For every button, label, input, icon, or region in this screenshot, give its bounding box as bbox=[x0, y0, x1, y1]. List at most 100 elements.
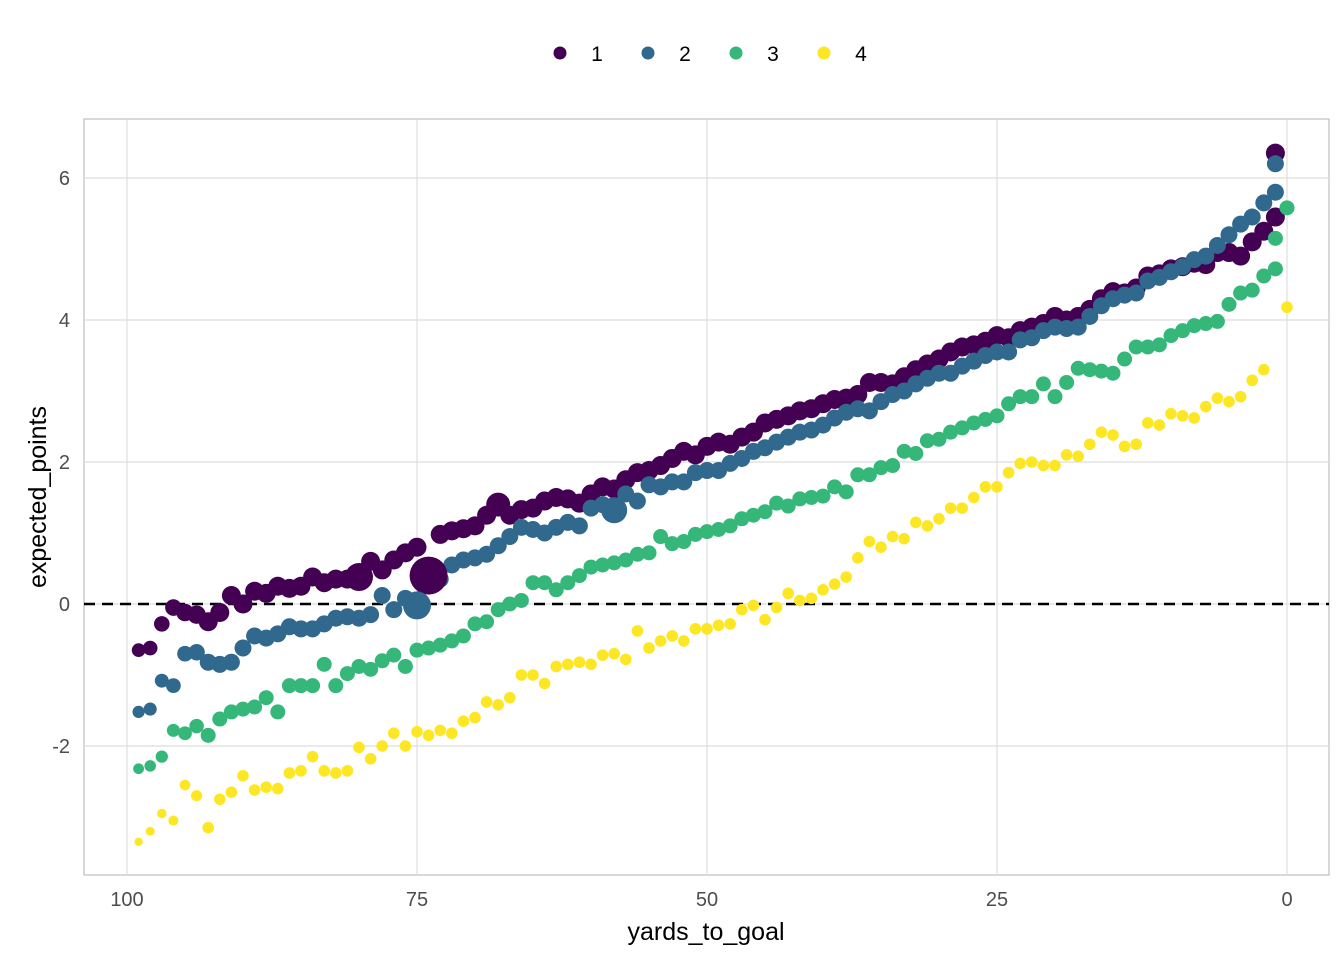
series-3-point bbox=[1198, 316, 1214, 332]
series-1-point bbox=[1231, 246, 1251, 266]
series-4-point bbox=[1281, 301, 1293, 314]
series-3-point bbox=[1279, 200, 1295, 216]
series-4-point bbox=[770, 601, 783, 614]
series-3-point bbox=[1221, 296, 1237, 312]
series-4-point bbox=[260, 781, 273, 793]
legend-label-2: 2 bbox=[679, 43, 691, 66]
x-tick-label: 25 bbox=[986, 889, 1008, 911]
series-2-point bbox=[860, 402, 878, 420]
series-3-point bbox=[1059, 374, 1075, 390]
series-4-point bbox=[585, 658, 597, 671]
series-3-point bbox=[618, 552, 634, 568]
series-2-large-point bbox=[403, 591, 431, 620]
series-3-point bbox=[397, 658, 413, 674]
series-4-point bbox=[643, 642, 655, 654]
series-4-point bbox=[991, 481, 1003, 493]
legend-key-3 bbox=[729, 46, 743, 60]
series-2-point bbox=[1081, 307, 1099, 325]
series-2-point bbox=[1220, 226, 1238, 244]
series-2-point bbox=[501, 528, 519, 546]
y-tick-label: 2 bbox=[59, 452, 70, 474]
series-3-point bbox=[200, 727, 216, 743]
series-4-point bbox=[875, 541, 887, 553]
series-4-point bbox=[1049, 459, 1061, 472]
series-3-point bbox=[235, 701, 251, 717]
series-4-point bbox=[422, 729, 435, 742]
series-3-point bbox=[513, 592, 529, 608]
series-3-point bbox=[1117, 351, 1133, 367]
series-3-point bbox=[966, 415, 982, 431]
series-3-point bbox=[1105, 365, 1121, 381]
series-3-point bbox=[1070, 360, 1086, 376]
series-4-point bbox=[886, 530, 899, 543]
series-4-point bbox=[190, 790, 203, 802]
series-4-point bbox=[248, 784, 261, 796]
series-2-point bbox=[188, 644, 205, 661]
series-4-point bbox=[492, 699, 505, 711]
series-4-point bbox=[318, 765, 331, 777]
series-3-point bbox=[919, 433, 935, 449]
series-4-point bbox=[794, 594, 806, 607]
series-2-point bbox=[373, 586, 391, 604]
series-3-point bbox=[850, 467, 866, 483]
series-3-point bbox=[421, 640, 437, 656]
series-4-point bbox=[330, 767, 342, 779]
series-4-point bbox=[364, 752, 377, 765]
series-4-point bbox=[550, 660, 562, 673]
series-3-point bbox=[1163, 328, 1179, 344]
series-4-point bbox=[759, 613, 771, 626]
series-3-point bbox=[1186, 318, 1202, 334]
series-3-point bbox=[444, 633, 460, 649]
series-4-point bbox=[968, 491, 980, 504]
series-3-point bbox=[1012, 389, 1028, 405]
series-3-point bbox=[757, 504, 773, 520]
series-3-point bbox=[339, 666, 355, 682]
series-3-point bbox=[885, 458, 901, 474]
series-4-point bbox=[272, 782, 284, 795]
series-4-point bbox=[1176, 410, 1189, 422]
series-2-point bbox=[1000, 343, 1018, 361]
series-3-point bbox=[1128, 339, 1144, 355]
series-2-point bbox=[222, 653, 240, 671]
series-3-point bbox=[1244, 282, 1260, 298]
series-2-point bbox=[478, 545, 496, 563]
series-4-point bbox=[446, 727, 458, 740]
series-1-point bbox=[1265, 207, 1285, 227]
series-3-point bbox=[687, 526, 703, 542]
series-4-point bbox=[283, 767, 296, 779]
series-4-point bbox=[376, 740, 389, 752]
series-4-point bbox=[620, 653, 632, 666]
series-4-point bbox=[701, 623, 713, 635]
series-3-point bbox=[943, 424, 959, 440]
series-4-point bbox=[538, 677, 551, 690]
series-4-point bbox=[1014, 457, 1026, 470]
series-1-large-point bbox=[486, 492, 511, 517]
series-2-point bbox=[489, 537, 507, 555]
series-3-point bbox=[560, 575, 576, 591]
series-2-point bbox=[1127, 284, 1145, 302]
x-axis-ticks: 100 75 50 25 0 bbox=[110, 889, 1292, 911]
legend-label-1: 1 bbox=[591, 43, 603, 66]
series-3-point bbox=[455, 628, 471, 644]
series-2-point bbox=[1208, 236, 1226, 254]
series-1-large-point bbox=[345, 563, 373, 592]
series-4-point bbox=[933, 513, 945, 525]
series-4-point bbox=[157, 808, 167, 819]
series-2-point bbox=[1197, 247, 1215, 265]
series-3-point bbox=[1140, 339, 1156, 355]
series-3-point bbox=[548, 582, 564, 598]
series-2-point bbox=[1266, 155, 1284, 173]
series-2-point bbox=[675, 473, 693, 491]
series-2-point bbox=[1069, 318, 1087, 336]
series-4-point bbox=[527, 669, 539, 681]
series-4-point bbox=[1002, 466, 1015, 479]
series-4-point bbox=[944, 502, 957, 514]
series-3-point bbox=[281, 678, 297, 694]
series-3-point bbox=[1256, 268, 1272, 284]
legend-key-2 bbox=[641, 46, 655, 60]
series-3-point bbox=[1082, 362, 1098, 378]
series-4-point bbox=[134, 837, 143, 847]
series-4-point bbox=[353, 741, 365, 754]
series-3-point bbox=[363, 661, 379, 677]
series-3-point bbox=[954, 420, 970, 436]
